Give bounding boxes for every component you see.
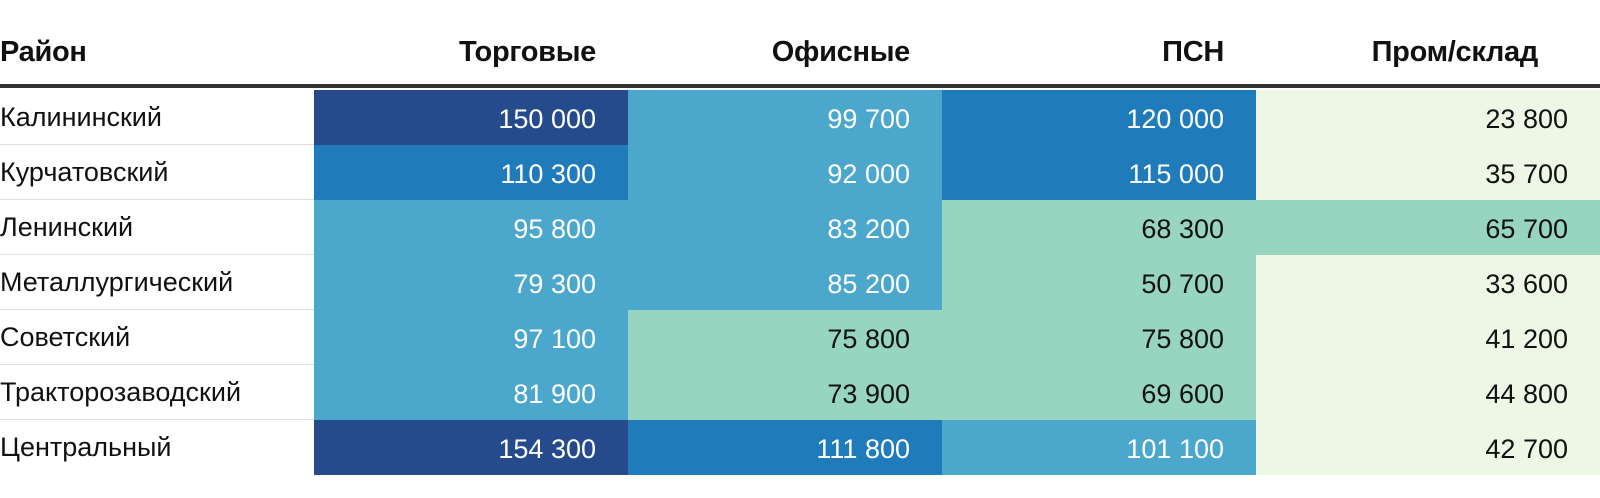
heatmap-cell: 111 800 <box>628 420 942 475</box>
heatmap-cell: 81 900 <box>314 365 628 420</box>
heatmap-cell: 154 300 <box>314 420 628 475</box>
header-industrial: Пром/склад <box>1371 36 1539 68</box>
heatmap-cell: 33 600 <box>1256 255 1600 310</box>
heatmap-cell: 50 700 <box>942 255 1256 310</box>
heatmap-cell: 65 700 <box>1256 200 1600 255</box>
header-retail: Торговые <box>458 36 596 68</box>
heatmap-cell: 85 200 <box>628 255 942 310</box>
heatmap-cell: 44 800 <box>1256 365 1600 420</box>
heatmap-cell: 101 100 <box>942 420 1256 475</box>
row-label: Ленинский <box>0 212 134 242</box>
heatmap-cell: 150 000 <box>314 90 628 145</box>
row-label: Калининский <box>0 102 162 132</box>
heatmap-cell: 75 800 <box>628 310 942 365</box>
table-header: Район Торговые Офисные ПСН Пром/склад <box>0 0 1600 88</box>
heatmap-cell: 120 000 <box>942 90 1256 145</box>
heatmap-cell: 69 600 <box>942 365 1256 420</box>
heatmap-cell: 23 800 <box>1256 90 1600 145</box>
table-row: Советский 97 100 75 800 75 800 41 200 <box>0 310 1600 365</box>
header-psn: ПСН <box>1162 36 1224 68</box>
table-row: Металлургический 79 300 85 200 50 700 33 600 <box>0 255 1600 310</box>
heatmap-cell: 79 300 <box>314 255 628 310</box>
heatmap-cell: 99 700 <box>628 90 942 145</box>
heatmap-cell: 75 800 <box>942 310 1256 365</box>
heatmap-cell: 115 000 <box>942 145 1256 200</box>
row-label: Советский <box>0 322 131 352</box>
table-row: Калининский 150 000 99 700 120 000 23 800 <box>0 90 1600 145</box>
table-row: Тракторозаводский 81 900 73 900 69 600 44 80… <box>0 365 1600 420</box>
heatmap-cell: 95 800 <box>314 200 628 255</box>
row-label: Металлургический <box>0 267 234 297</box>
row-label: Тракторозаводский <box>0 377 242 407</box>
heatmap-cell: 68 300 <box>942 200 1256 255</box>
heatmap-cell: 35 700 <box>1256 145 1600 200</box>
heatmap-cell: 73 900 <box>628 365 942 420</box>
table-row: Курчатовский 110 300 92 000 115 000 35 700 <box>0 145 1600 200</box>
heatmap-cell: 110 300 <box>314 145 628 200</box>
table-row: Ленинский 95 800 83 200 68 300 65 700 <box>0 200 1600 255</box>
heatmap-cell: 42 700 <box>1256 420 1600 475</box>
header-district: Район <box>0 36 87 68</box>
heatmap-cell: 83 200 <box>628 200 942 255</box>
table-row: Центральный 154 300 111 800 101 100 42 700 <box>0 420 1600 475</box>
heatmap-cell: 97 100 <box>314 310 628 365</box>
row-label: Курчатовский <box>0 157 169 187</box>
heatmap-cell: 92 000 <box>628 145 942 200</box>
row-label: Центральный <box>0 432 172 462</box>
header-office: Офисные <box>771 36 911 68</box>
heatmap-cell: 41 200 <box>1256 310 1600 365</box>
